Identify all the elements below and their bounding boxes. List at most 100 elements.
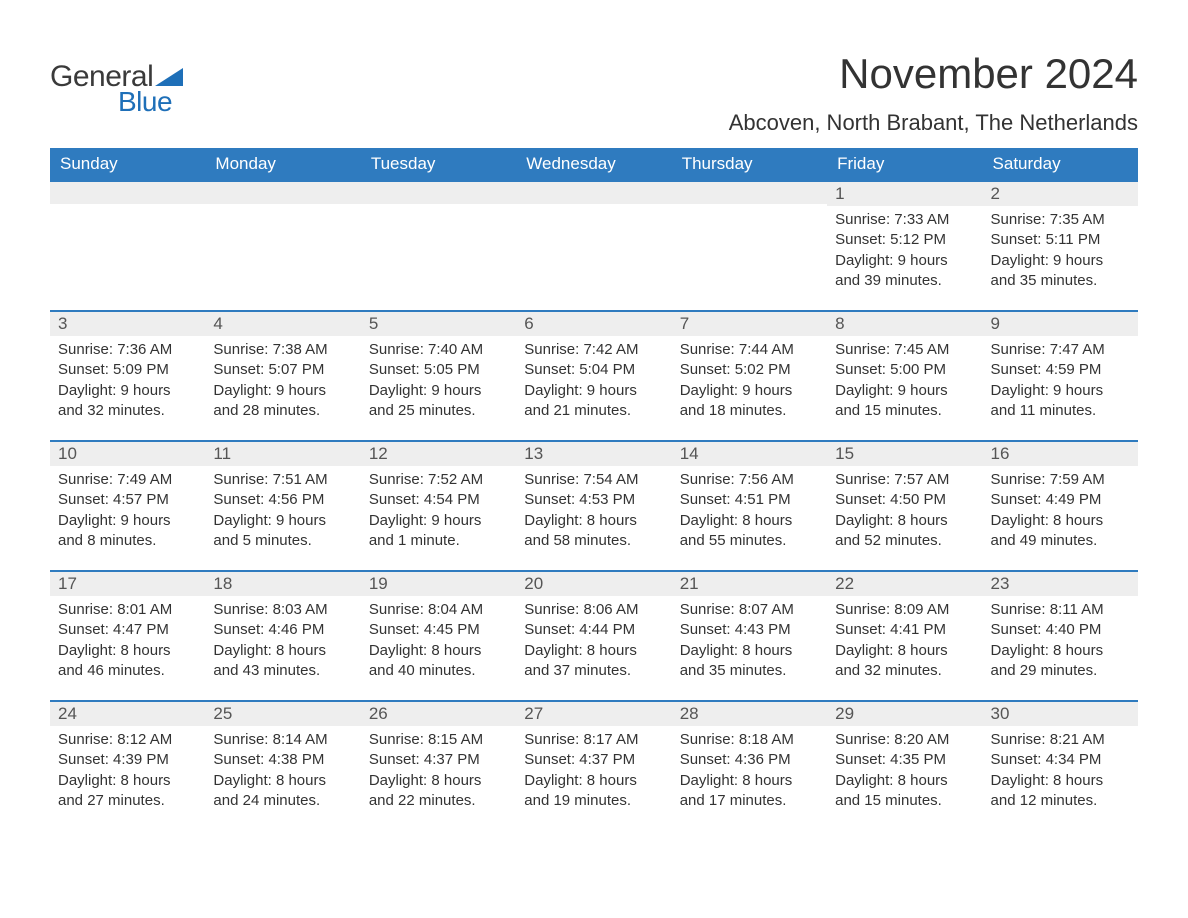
day-detail-line: Sunrise: 7:56 AM xyxy=(680,470,819,490)
calendar-cell: 23Sunrise: 8:11 AMSunset: 4:40 PMDayligh… xyxy=(983,570,1138,700)
day-number: 9 xyxy=(983,310,1138,336)
day-detail-line: Sunrise: 7:38 AM xyxy=(213,340,352,360)
day-details: Sunrise: 8:09 AMSunset: 4:41 PMDaylight:… xyxy=(827,596,982,687)
calendar-week-row: 24Sunrise: 8:12 AMSunset: 4:39 PMDayligh… xyxy=(50,700,1138,830)
day-detail-line: Sunset: 4:46 PM xyxy=(213,620,352,640)
calendar-cell: 2Sunrise: 7:35 AMSunset: 5:11 PMDaylight… xyxy=(983,180,1138,310)
day-detail-line: Sunrise: 8:01 AM xyxy=(58,600,197,620)
day-number: 29 xyxy=(827,700,982,726)
day-detail-line: Daylight: 8 hours and 35 minutes. xyxy=(680,641,819,682)
calendar-cell: 15Sunrise: 7:57 AMSunset: 4:50 PMDayligh… xyxy=(827,440,982,570)
calendar-cell: 14Sunrise: 7:56 AMSunset: 4:51 PMDayligh… xyxy=(672,440,827,570)
col-wednesday: Wednesday xyxy=(516,148,671,180)
day-detail-line: Daylight: 8 hours and 40 minutes. xyxy=(369,641,508,682)
day-detail-line: Sunset: 5:02 PM xyxy=(680,360,819,380)
day-detail-line: Sunrise: 7:40 AM xyxy=(369,340,508,360)
calendar-week-row: 17Sunrise: 8:01 AMSunset: 4:47 PMDayligh… xyxy=(50,570,1138,700)
calendar-cell: 30Sunrise: 8:21 AMSunset: 4:34 PMDayligh… xyxy=(983,700,1138,830)
col-friday: Friday xyxy=(827,148,982,180)
col-tuesday: Tuesday xyxy=(361,148,516,180)
day-detail-line: Sunset: 5:00 PM xyxy=(835,360,974,380)
day-detail-line: Sunrise: 8:12 AM xyxy=(58,730,197,750)
day-detail-line: Daylight: 8 hours and 24 minutes. xyxy=(213,771,352,812)
day-detail-line: Daylight: 9 hours and 25 minutes. xyxy=(369,381,508,422)
day-number: 16 xyxy=(983,440,1138,466)
day-detail-line: Sunrise: 8:07 AM xyxy=(680,600,819,620)
calendar-cell: 21Sunrise: 8:07 AMSunset: 4:43 PMDayligh… xyxy=(672,570,827,700)
day-detail-line: Daylight: 9 hours and 21 minutes. xyxy=(524,381,663,422)
day-detail-line: Sunset: 4:49 PM xyxy=(991,490,1130,510)
day-detail-line: Daylight: 8 hours and 29 minutes. xyxy=(991,641,1130,682)
day-detail-line: Sunrise: 8:17 AM xyxy=(524,730,663,750)
calendar-cell: 11Sunrise: 7:51 AMSunset: 4:56 PMDayligh… xyxy=(205,440,360,570)
calendar-cell: 8Sunrise: 7:45 AMSunset: 5:00 PMDaylight… xyxy=(827,310,982,440)
day-detail-line: Daylight: 9 hours and 35 minutes. xyxy=(991,251,1130,292)
day-details: Sunrise: 8:04 AMSunset: 4:45 PMDaylight:… xyxy=(361,596,516,687)
day-detail-line: Sunset: 4:53 PM xyxy=(524,490,663,510)
day-details: Sunrise: 8:07 AMSunset: 4:43 PMDaylight:… xyxy=(672,596,827,687)
day-detail-line: Daylight: 9 hours and 11 minutes. xyxy=(991,381,1130,422)
calendar-cell: 20Sunrise: 8:06 AMSunset: 4:44 PMDayligh… xyxy=(516,570,671,700)
day-detail-line: Sunrise: 8:15 AM xyxy=(369,730,508,750)
day-detail-line: Sunrise: 8:03 AM xyxy=(213,600,352,620)
day-detail-line: Sunset: 5:04 PM xyxy=(524,360,663,380)
day-detail-line: Sunrise: 8:18 AM xyxy=(680,730,819,750)
brand-word2: Blue xyxy=(118,86,172,118)
day-details: Sunrise: 8:20 AMSunset: 4:35 PMDaylight:… xyxy=(827,726,982,817)
col-thursday: Thursday xyxy=(672,148,827,180)
day-detail-line: Sunset: 4:43 PM xyxy=(680,620,819,640)
day-detail-line: Sunrise: 7:42 AM xyxy=(524,340,663,360)
day-detail-line: Sunset: 4:34 PM xyxy=(991,750,1130,770)
day-number: 15 xyxy=(827,440,982,466)
calendar-cell: 3Sunrise: 7:36 AMSunset: 5:09 PMDaylight… xyxy=(50,310,205,440)
day-details: Sunrise: 8:17 AMSunset: 4:37 PMDaylight:… xyxy=(516,726,671,817)
day-detail-line: Sunrise: 7:44 AM xyxy=(680,340,819,360)
calendar-cell: 7Sunrise: 7:44 AMSunset: 5:02 PMDaylight… xyxy=(672,310,827,440)
calendar-cell: 4Sunrise: 7:38 AMSunset: 5:07 PMDaylight… xyxy=(205,310,360,440)
day-details: Sunrise: 7:49 AMSunset: 4:57 PMDaylight:… xyxy=(50,466,205,557)
day-detail-line: Sunrise: 7:59 AM xyxy=(991,470,1130,490)
calendar-cell: 10Sunrise: 7:49 AMSunset: 4:57 PMDayligh… xyxy=(50,440,205,570)
day-number: 25 xyxy=(205,700,360,726)
calendar-cell: 5Sunrise: 7:40 AMSunset: 5:05 PMDaylight… xyxy=(361,310,516,440)
calendar-cell: 22Sunrise: 8:09 AMSunset: 4:41 PMDayligh… xyxy=(827,570,982,700)
day-detail-line: Sunset: 5:12 PM xyxy=(835,230,974,250)
day-number: 5 xyxy=(361,310,516,336)
day-detail-line: Sunset: 5:11 PM xyxy=(991,230,1130,250)
day-details: Sunrise: 7:59 AMSunset: 4:49 PMDaylight:… xyxy=(983,466,1138,557)
day-detail-line: Sunset: 4:45 PM xyxy=(369,620,508,640)
day-detail-line: Daylight: 8 hours and 46 minutes. xyxy=(58,641,197,682)
day-detail-line: Sunset: 4:35 PM xyxy=(835,750,974,770)
day-detail-line: Daylight: 9 hours and 5 minutes. xyxy=(213,511,352,552)
day-number: 24 xyxy=(50,700,205,726)
calendar-body: 1Sunrise: 7:33 AMSunset: 5:12 PMDaylight… xyxy=(50,180,1138,830)
day-detail-line: Sunrise: 7:33 AM xyxy=(835,210,974,230)
day-number: 3 xyxy=(50,310,205,336)
calendar-week-row: 3Sunrise: 7:36 AMSunset: 5:09 PMDaylight… xyxy=(50,310,1138,440)
empty-day-header xyxy=(361,180,516,204)
calendar-week-row: 10Sunrise: 7:49 AMSunset: 4:57 PMDayligh… xyxy=(50,440,1138,570)
day-detail-line: Sunrise: 7:54 AM xyxy=(524,470,663,490)
day-detail-line: Sunset: 4:47 PM xyxy=(58,620,197,640)
day-detail-line: Daylight: 8 hours and 55 minutes. xyxy=(680,511,819,552)
day-details: Sunrise: 7:47 AMSunset: 4:59 PMDaylight:… xyxy=(983,336,1138,427)
calendar-cell xyxy=(672,180,827,310)
day-detail-line: Daylight: 8 hours and 12 minutes. xyxy=(991,771,1130,812)
day-detail-line: Sunset: 5:09 PM xyxy=(58,360,197,380)
day-details: Sunrise: 7:36 AMSunset: 5:09 PMDaylight:… xyxy=(50,336,205,427)
calendar-cell: 6Sunrise: 7:42 AMSunset: 5:04 PMDaylight… xyxy=(516,310,671,440)
day-detail-line: Daylight: 9 hours and 15 minutes. xyxy=(835,381,974,422)
day-number: 21 xyxy=(672,570,827,596)
day-details: Sunrise: 8:06 AMSunset: 4:44 PMDaylight:… xyxy=(516,596,671,687)
day-number: 17 xyxy=(50,570,205,596)
day-details: Sunrise: 8:03 AMSunset: 4:46 PMDaylight:… xyxy=(205,596,360,687)
day-detail-line: Daylight: 8 hours and 58 minutes. xyxy=(524,511,663,552)
calendar-cell: 12Sunrise: 7:52 AMSunset: 4:54 PMDayligh… xyxy=(361,440,516,570)
day-detail-line: Daylight: 8 hours and 17 minutes. xyxy=(680,771,819,812)
day-detail-line: Sunset: 4:41 PM xyxy=(835,620,974,640)
day-details: Sunrise: 7:45 AMSunset: 5:00 PMDaylight:… xyxy=(827,336,982,427)
page-header: November 2024 Abcoven, North Brabant, Th… xyxy=(50,50,1138,136)
day-detail-line: Sunset: 4:37 PM xyxy=(524,750,663,770)
day-detail-line: Sunset: 4:36 PM xyxy=(680,750,819,770)
day-detail-line: Sunrise: 7:51 AM xyxy=(213,470,352,490)
